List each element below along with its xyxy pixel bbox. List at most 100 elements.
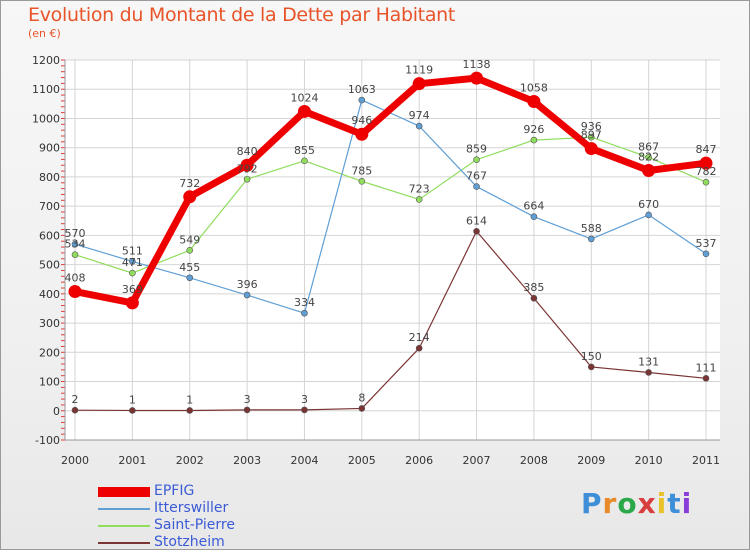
- x-tick-label: 2009: [577, 454, 605, 467]
- logo-letter: i: [656, 487, 668, 520]
- y-tick-label: 0: [53, 405, 60, 418]
- x-tick-label: 2001: [118, 454, 146, 467]
- x-tick-label: 2004: [290, 454, 318, 467]
- logo-letter: t: [667, 487, 682, 520]
- data-label: 732: [179, 177, 200, 190]
- legend-swatch-itterswiller: [98, 508, 150, 510]
- y-tick-label: 400: [39, 288, 60, 301]
- y-tick-label: 100: [39, 376, 60, 389]
- legend-item-stotzheim: Stotzheim: [98, 535, 298, 552]
- data-label: 1063: [348, 83, 376, 96]
- data-label: 1119: [405, 64, 433, 77]
- data-point: [473, 156, 480, 163]
- data-point: [473, 227, 480, 235]
- data-point: [587, 235, 595, 243]
- data-label: 8: [358, 391, 365, 404]
- data-label: 926: [523, 123, 544, 136]
- data-point: [527, 95, 541, 109]
- data-point: [71, 406, 79, 414]
- y-tick-label: 800: [39, 171, 60, 184]
- data-label: 946: [351, 114, 372, 127]
- series-line-saint-pierre: [74, 136, 707, 274]
- data-point: [415, 344, 423, 352]
- data-label: 369: [122, 283, 143, 296]
- data-label: 1: [129, 393, 136, 406]
- data-label: 537: [696, 237, 717, 250]
- data-point: [415, 122, 423, 130]
- logo-letter: i: [681, 487, 693, 520]
- data-point: [358, 178, 366, 185]
- x-tick-label: 2010: [635, 454, 663, 467]
- data-label: 1138: [463, 58, 491, 71]
- data-point: [584, 142, 598, 156]
- data-label: 974: [409, 109, 430, 122]
- x-tick-label: 2003: [233, 454, 261, 467]
- data-label: 131: [638, 355, 659, 368]
- data-point: [186, 274, 194, 282]
- data-point: [412, 77, 426, 91]
- data-point: [645, 211, 652, 219]
- data-point: [470, 71, 484, 85]
- data-point: [301, 157, 308, 165]
- data-point: [642, 163, 656, 177]
- data-point: [301, 406, 308, 414]
- data-point: [530, 213, 538, 220]
- data-label: 867: [638, 140, 659, 153]
- data-label: 859: [466, 143, 487, 156]
- data-point: [702, 178, 710, 186]
- data-point: [297, 104, 311, 118]
- chart-title: Evolution du Montant de la Dette par Hab…: [28, 4, 456, 26]
- logo-letter: o: [617, 487, 638, 520]
- x-tick-label: 2007: [463, 454, 491, 467]
- data-point: [240, 158, 254, 172]
- legend-label-saint-pierre: Saint-Pierre: [154, 517, 235, 533]
- data-label: 822: [638, 150, 659, 163]
- data-point: [645, 154, 652, 161]
- legend-item-itterswiller: Itterswiller: [98, 501, 298, 518]
- data-point: [587, 363, 595, 371]
- data-label: 792: [237, 162, 258, 175]
- data-point: [243, 406, 251, 414]
- y-tick-label: 500: [39, 259, 60, 272]
- x-tick-label: 2002: [176, 454, 204, 467]
- data-label: 570: [65, 227, 86, 240]
- data-point: [530, 136, 538, 144]
- data-label: 855: [294, 144, 315, 157]
- data-point: [473, 183, 480, 190]
- data-label: 408: [65, 272, 86, 285]
- x-tick-label: 2005: [348, 454, 376, 467]
- data-point: [358, 96, 366, 104]
- data-point: [186, 407, 194, 414]
- data-label: 511: [122, 244, 143, 257]
- y-tick-label: 1200: [32, 54, 60, 67]
- data-label: 455: [179, 261, 200, 274]
- y-tick-label: -100: [35, 434, 60, 447]
- data-point: [186, 246, 194, 254]
- y-tick-label: 900: [39, 142, 60, 155]
- data-label: 111: [696, 361, 717, 374]
- logo-letter: x: [637, 487, 657, 520]
- y-tick-label: 300: [39, 317, 60, 330]
- data-label: 670: [638, 198, 659, 211]
- y-tick-label: 600: [39, 229, 60, 242]
- data-point: [358, 405, 366, 412]
- x-tick-label: 2011: [692, 454, 720, 467]
- data-label: 936: [581, 120, 602, 133]
- y-tick-label: 700: [39, 200, 60, 213]
- data-point: [125, 296, 139, 310]
- x-tick-label: 2006: [405, 454, 433, 467]
- legend-swatch-stotzheim: [98, 542, 150, 544]
- data-point: [702, 250, 710, 258]
- data-label: 1024: [290, 91, 318, 104]
- data-point: [71, 251, 79, 258]
- data-label: 334: [294, 296, 315, 309]
- data-label: 840: [237, 145, 258, 158]
- data-point: [301, 309, 308, 317]
- x-tick-label: 2000: [61, 454, 89, 467]
- data-point: [702, 375, 710, 382]
- data-label: 1: [186, 393, 193, 406]
- data-label: 782: [696, 165, 717, 178]
- data-point: [530, 294, 538, 302]
- data-label: 614: [466, 214, 487, 227]
